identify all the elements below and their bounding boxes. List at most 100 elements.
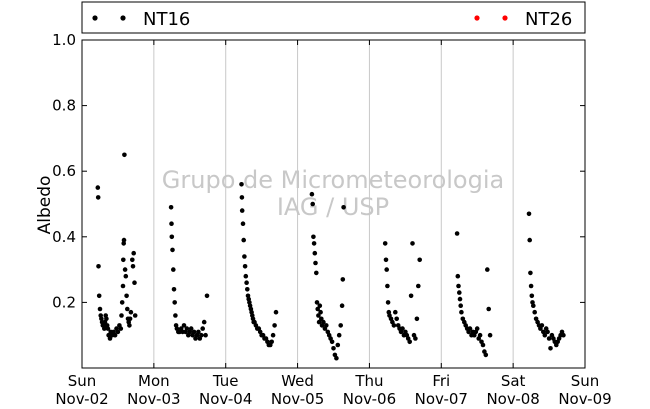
data-point-nt16 [317, 303, 323, 309]
data-point-nt16 [487, 332, 493, 338]
x-tick-label-date: Nov-08 [486, 390, 539, 408]
data-point-nt16 [169, 234, 175, 240]
data-point-nt16 [383, 257, 389, 263]
data-point-nt16 [331, 346, 336, 351]
data-point-nt16 [184, 326, 190, 331]
data-point-nt16 [273, 309, 279, 315]
data-point-nt16 [239, 195, 245, 200]
y-tick-label: 0.6 [52, 162, 76, 180]
watermark-line-1: Grupo de Micrometeorologia [162, 166, 504, 194]
data-point-nt16 [334, 355, 339, 361]
plot-frame [81, 39, 586, 369]
data-point-nt16 [119, 313, 124, 318]
data-point-nt16 [455, 273, 461, 279]
data-point-nt16 [561, 332, 566, 338]
data-point-nt16 [244, 280, 249, 286]
data-point-nt16 [199, 332, 204, 338]
data-point-nt16 [314, 300, 320, 305]
data-point-nt16 [407, 339, 413, 345]
data-point-nt16 [548, 346, 553, 351]
data-point-nt16 [191, 329, 197, 335]
x-tick-label-day: Sun [68, 372, 97, 390]
data-point-nt16 [528, 283, 534, 289]
data-point-nt16 [382, 241, 388, 246]
data-point-nt16 [128, 309, 134, 315]
data-point-nt16 [531, 303, 536, 309]
data-point-nt16 [385, 300, 391, 305]
data-point-nt16 [169, 221, 174, 226]
data-point-nt16 [339, 303, 345, 309]
data-point-nt16 [393, 309, 398, 315]
data-point-nt16 [529, 293, 535, 299]
data-point-nt16 [413, 336, 418, 341]
data-point-nt16 [467, 326, 473, 331]
x-tick-label-date: Nov-05 [271, 390, 324, 408]
data-point-nt16 [309, 191, 315, 197]
data-point-nt16 [242, 264, 248, 269]
data-point-nt16 [477, 332, 483, 338]
data-point-nt16 [203, 332, 208, 338]
data-point-nt16 [121, 241, 126, 246]
data-point-nt16 [96, 293, 102, 299]
legend-marker-nt26 [502, 15, 508, 21]
legend-marker-nt16 [120, 15, 126, 21]
data-point-nt16 [408, 293, 414, 299]
grid-lines [153, 40, 514, 368]
data-point-nt16 [312, 250, 318, 256]
legend-frame [81, 1, 586, 34]
x-tick-label-day: Tue [212, 372, 239, 390]
data-point-nt16 [318, 309, 323, 315]
data-point-nt16 [97, 306, 103, 312]
data-point-nt16 [130, 257, 135, 263]
data-point-nt16 [272, 323, 277, 328]
x-tick-label-date: Nov-03 [127, 390, 180, 408]
data-point-nt16 [414, 316, 420, 322]
data-point-nt16 [311, 241, 317, 246]
data-point-nt16 [311, 234, 316, 240]
data-point-nt16 [107, 336, 113, 341]
data-point-nt16 [480, 342, 486, 348]
x-tick-label-day: Thu [354, 372, 383, 390]
data-point-nt16 [338, 323, 344, 328]
data-point-nt16 [416, 283, 421, 289]
data-point-nt16 [130, 264, 136, 269]
x-tick-label-day: Wed [281, 372, 314, 390]
data-point-nt16 [319, 316, 324, 322]
x-tick-label-day: Mon [138, 372, 170, 390]
data-point-nt16 [528, 270, 533, 276]
data-point-nt16 [127, 316, 133, 322]
data-point-nt16 [485, 267, 490, 272]
data-point-nt16 [132, 313, 138, 318]
data-point-nt16 [410, 241, 415, 246]
data-point-nt16 [239, 208, 245, 213]
data-point-nt16 [104, 316, 109, 322]
data-point-nt16 [483, 352, 489, 358]
x-tick-label-date: Nov-02 [55, 390, 108, 408]
data-point-nt16 [102, 326, 107, 331]
data-point-nt16 [474, 326, 480, 331]
legend: NT16 NT26 [81, 1, 586, 34]
data-point-nt16 [118, 326, 124, 331]
data-point-nt16 [316, 319, 322, 325]
data-point-nt16 [121, 257, 126, 263]
data-point-nt16 [119, 300, 125, 305]
data-point-nt16 [546, 336, 552, 341]
data-point-nt16 [458, 303, 464, 309]
data-point-nt16 [340, 277, 346, 282]
y-tick-label: 0.4 [52, 228, 76, 246]
data-point-nt16 [96, 264, 101, 269]
data-point-nt16 [314, 270, 319, 276]
y-axis: 0.2 0.4 0.6 0.8 1.0 [52, 31, 585, 369]
plot-area [82, 40, 585, 368]
data-point-nt16 [105, 326, 111, 331]
data-point-nt16 [400, 326, 405, 331]
data-point-nt16 [315, 306, 321, 312]
data-point-nt16 [532, 309, 537, 315]
data-point-nt16 [341, 205, 346, 210]
data-point-nt16 [417, 257, 423, 263]
x-tick-label-day: Sat [501, 372, 526, 390]
data-point-nt16 [123, 273, 129, 279]
legend-label-nt26: NT26 [525, 9, 572, 30]
y-axis-label: Albedo [35, 176, 55, 235]
data-point-nt16 [310, 201, 316, 207]
